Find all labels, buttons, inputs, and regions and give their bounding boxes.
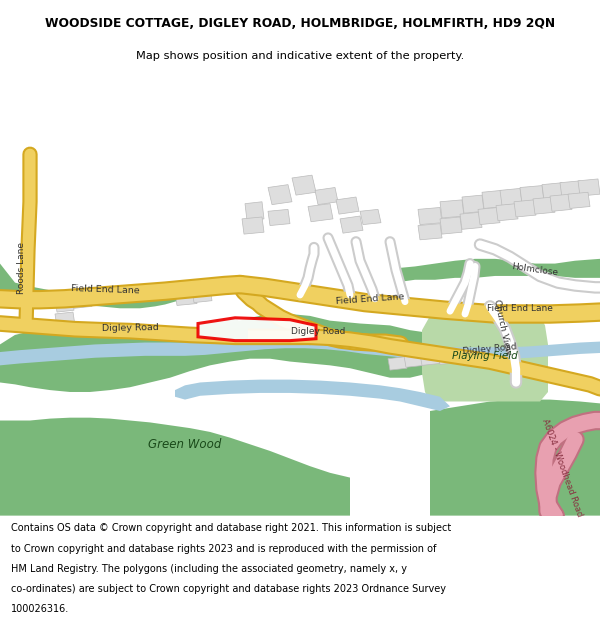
Polygon shape <box>520 186 544 204</box>
Polygon shape <box>550 194 572 211</box>
Polygon shape <box>268 184 292 204</box>
Polygon shape <box>422 316 548 401</box>
Polygon shape <box>55 312 75 328</box>
Text: Green Wood: Green Wood <box>148 438 221 451</box>
Polygon shape <box>308 204 333 222</box>
Polygon shape <box>404 354 424 367</box>
Text: Playing Field: Playing Field <box>452 351 518 361</box>
Polygon shape <box>245 202 264 221</box>
Polygon shape <box>438 351 458 364</box>
Polygon shape <box>0 314 445 516</box>
Polygon shape <box>198 318 248 341</box>
Polygon shape <box>420 352 440 366</box>
Text: A6024 - Woodhead Road: A6024 - Woodhead Road <box>540 418 584 518</box>
Polygon shape <box>418 208 442 224</box>
Text: Map shows position and indicative extent of the property.: Map shows position and indicative extent… <box>136 51 464 61</box>
Polygon shape <box>55 297 74 312</box>
Polygon shape <box>578 179 600 196</box>
Text: Field End Lane: Field End Lane <box>335 292 404 306</box>
Polygon shape <box>440 200 464 218</box>
Text: WOODSIDE COTTAGE, DIGLEY ROAD, HOLMBRIDGE, HOLMFIRTH, HD9 2QN: WOODSIDE COTTAGE, DIGLEY ROAD, HOLMBRIDG… <box>45 17 555 30</box>
Text: co-ordinates) are subject to Crown copyright and database rights 2023 Ordnance S: co-ordinates) are subject to Crown copyr… <box>11 584 446 594</box>
Polygon shape <box>175 379 450 411</box>
Polygon shape <box>430 399 600 516</box>
Polygon shape <box>462 195 484 213</box>
Polygon shape <box>192 288 212 302</box>
Polygon shape <box>533 197 555 214</box>
Polygon shape <box>560 181 582 198</box>
Polygon shape <box>388 357 407 370</box>
Polygon shape <box>340 216 363 233</box>
Text: Field End Lane: Field End Lane <box>71 284 139 295</box>
Polygon shape <box>478 208 500 224</box>
Polygon shape <box>72 293 92 308</box>
Polygon shape <box>556 423 577 438</box>
Polygon shape <box>395 259 600 282</box>
Text: Holmclose: Holmclose <box>511 262 559 278</box>
Polygon shape <box>198 318 316 341</box>
Text: Contains OS data © Crown copyright and database right 2021. This information is : Contains OS data © Crown copyright and d… <box>11 523 451 533</box>
Polygon shape <box>440 217 462 234</box>
Polygon shape <box>360 209 381 224</box>
Text: Digley Road: Digley Road <box>291 327 345 336</box>
Polygon shape <box>315 188 338 204</box>
Polygon shape <box>0 333 600 366</box>
Polygon shape <box>482 191 504 208</box>
Text: Field End Lane: Field End Lane <box>487 304 553 312</box>
Polygon shape <box>570 417 592 431</box>
Polygon shape <box>175 290 197 306</box>
Polygon shape <box>292 175 316 195</box>
Polygon shape <box>242 217 264 234</box>
Polygon shape <box>460 213 482 229</box>
Polygon shape <box>268 209 290 226</box>
Text: HM Land Registry. The polygons (including the associated geometry, namely x, y: HM Land Registry. The polygons (includin… <box>11 564 407 574</box>
Polygon shape <box>0 418 350 516</box>
Polygon shape <box>568 192 590 208</box>
Text: Church View: Church View <box>492 299 512 356</box>
Polygon shape <box>336 197 359 214</box>
Polygon shape <box>496 204 518 221</box>
Text: to Crown copyright and database rights 2023 and is reproduced with the permissio: to Crown copyright and database rights 2… <box>11 544 436 554</box>
Polygon shape <box>418 224 442 240</box>
Polygon shape <box>500 189 522 206</box>
Text: Roods Lane: Roods Lane <box>17 242 26 294</box>
Polygon shape <box>542 182 564 200</box>
Polygon shape <box>514 200 536 217</box>
Text: 100026316.: 100026316. <box>11 604 69 614</box>
Text: Digley Road: Digley Road <box>101 323 158 333</box>
Polygon shape <box>0 264 205 308</box>
Text: Digley Road: Digley Road <box>463 342 517 356</box>
